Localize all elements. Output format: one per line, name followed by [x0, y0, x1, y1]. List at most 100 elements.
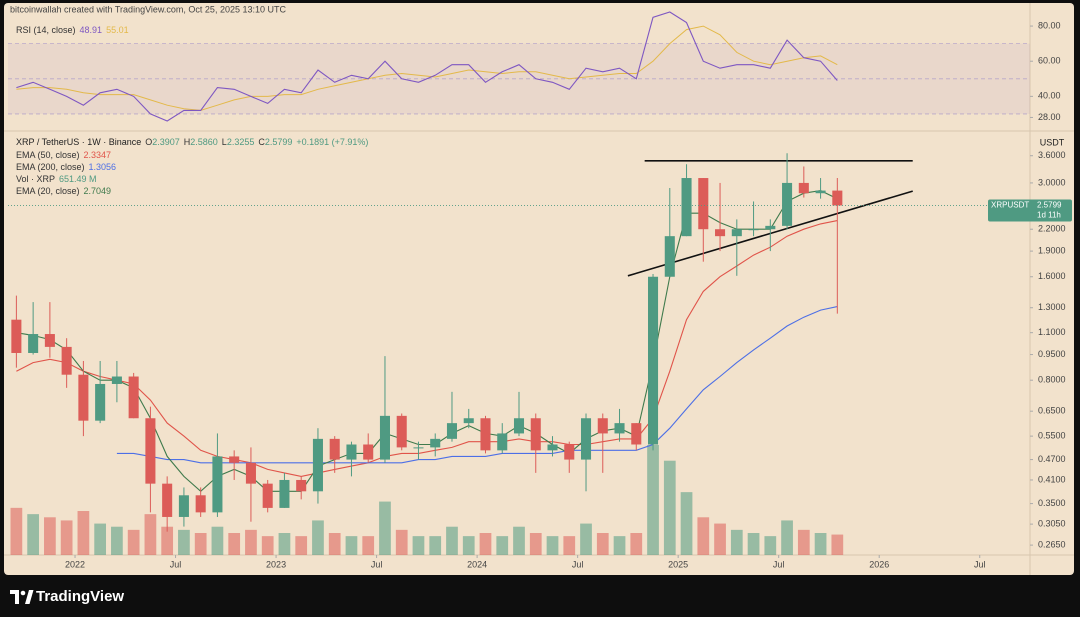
candle-body [664, 236, 675, 277]
volume-bar [714, 523, 726, 555]
volume-bar [395, 529, 408, 555]
x-tick-label: 2026 [869, 559, 889, 569]
y-tick-label: 0.4100 [1038, 474, 1066, 484]
ema-line [16, 220, 838, 477]
volume-bar [613, 536, 626, 555]
candle-body [162, 483, 173, 517]
y-tick-label: 0.3050 [1038, 518, 1066, 528]
watermark: bitcoinwallah created with TradingView.c… [10, 4, 286, 14]
volume-bar [513, 526, 525, 555]
chart-background [4, 3, 1074, 575]
volume-bar [261, 536, 274, 555]
volume-bar [379, 501, 391, 555]
candle-body [782, 182, 793, 226]
volume-bar [94, 523, 107, 555]
candle-body [78, 374, 89, 421]
candle-body [715, 229, 726, 237]
candle-body [597, 418, 608, 434]
volume-bar [697, 517, 710, 555]
candle-body [296, 479, 307, 492]
volume-bar [161, 526, 174, 555]
volume-bar [194, 533, 207, 555]
y-tick-label: 3.6000 [1038, 150, 1066, 160]
volume-bar [680, 492, 693, 555]
volume-bar [211, 526, 224, 555]
price-tag-symbol: XRPUSDT [991, 201, 1029, 210]
candle-body [648, 276, 659, 445]
legend-value: 2.3255 [227, 137, 255, 147]
volume-bar [77, 511, 90, 555]
rsi-ma-line [16, 25, 838, 111]
candle-body [379, 415, 390, 460]
volume-bar [144, 514, 157, 555]
x-tick-label: Jul [773, 559, 785, 569]
volume-bar [479, 533, 492, 555]
plot-layer: 80.00 60.00 40.00 28.00 3.6000 3.0000 2.2000 1.… [8, 11, 1072, 569]
candle-body [396, 415, 407, 448]
candle-body [245, 462, 256, 484]
candle-body [815, 190, 826, 194]
legend-text: O [145, 137, 152, 147]
y-tick-label: 0.6500 [1038, 406, 1066, 416]
rsi-tick-label: 80.00 [1038, 20, 1061, 30]
legend-text: Vol · XRP [16, 174, 55, 184]
volume-bar [429, 536, 442, 555]
candle-body [832, 190, 843, 206]
indicator-legend: EMA (50, close) 2.3347 [16, 150, 111, 160]
y-tick-label: 1.1000 [1038, 327, 1066, 337]
candle-body [178, 495, 189, 517]
candle-body [446, 423, 458, 439]
volume-bar [529, 533, 542, 555]
volume-bar [412, 536, 425, 555]
volume-bar [764, 536, 777, 555]
legend-text: 1.3056 [89, 162, 117, 172]
volume-bar [730, 529, 743, 555]
legend-value: 2.5860 [190, 137, 218, 147]
y-tick-label: 1.9000 [1038, 245, 1066, 255]
volume-bar [345, 536, 358, 555]
brand-name: TradingView [36, 588, 124, 605]
candle-body [262, 483, 273, 508]
volume-bar [647, 445, 659, 555]
candle-body [430, 438, 441, 448]
x-tick-label: 2025 [668, 559, 688, 569]
y-tick-label: 0.8000 [1038, 375, 1066, 385]
candle-body [564, 444, 575, 460]
y-tick-label: 0.2650 [1038, 539, 1066, 549]
volume-bar [546, 536, 559, 555]
candle-body [731, 229, 742, 237]
legend-text: 2.3347 [84, 150, 112, 160]
y-tick-label: 0.4700 [1038, 454, 1066, 464]
rsi-tick-label: 40.00 [1038, 91, 1061, 101]
y-tick-label: 3.0000 [1038, 177, 1066, 187]
ema-line [116, 306, 838, 464]
candle-body [61, 346, 72, 375]
legend-text: H [184, 137, 191, 147]
brand-logo: TradingView [10, 588, 124, 605]
volume-bar [127, 529, 140, 555]
legend-value: 2.3907 [152, 137, 180, 147]
y-tick-label: 0.3500 [1038, 498, 1066, 508]
rsi-legend: RSI (14, close) 48.91 55.01 [16, 25, 129, 35]
y-tick-label: 0.5500 [1038, 430, 1066, 440]
volume-bar [328, 533, 341, 555]
candle-body [497, 433, 508, 451]
volume-bar [630, 533, 643, 555]
candle-body [748, 229, 759, 231]
volume-bar [563, 536, 576, 555]
price-tag [988, 199, 1072, 222]
price-tag-value: 2.5799 [1037, 201, 1062, 210]
volume-bar [797, 529, 810, 555]
candle-body [413, 447, 424, 449]
price-tag-countdown: 1d 11h [1037, 211, 1061, 220]
legend-text: 55.01 [106, 25, 129, 35]
volume-bar [44, 517, 56, 555]
candle-body [463, 418, 474, 424]
y-tick-label: 2.2000 [1038, 224, 1066, 234]
indicator-legend: EMA (20, close) 2.7049 [16, 186, 111, 196]
candle-body [11, 319, 22, 353]
legend-text: EMA (20, close) [16, 186, 80, 196]
volume-bar [580, 523, 592, 555]
x-tick-label: 2023 [266, 559, 286, 569]
